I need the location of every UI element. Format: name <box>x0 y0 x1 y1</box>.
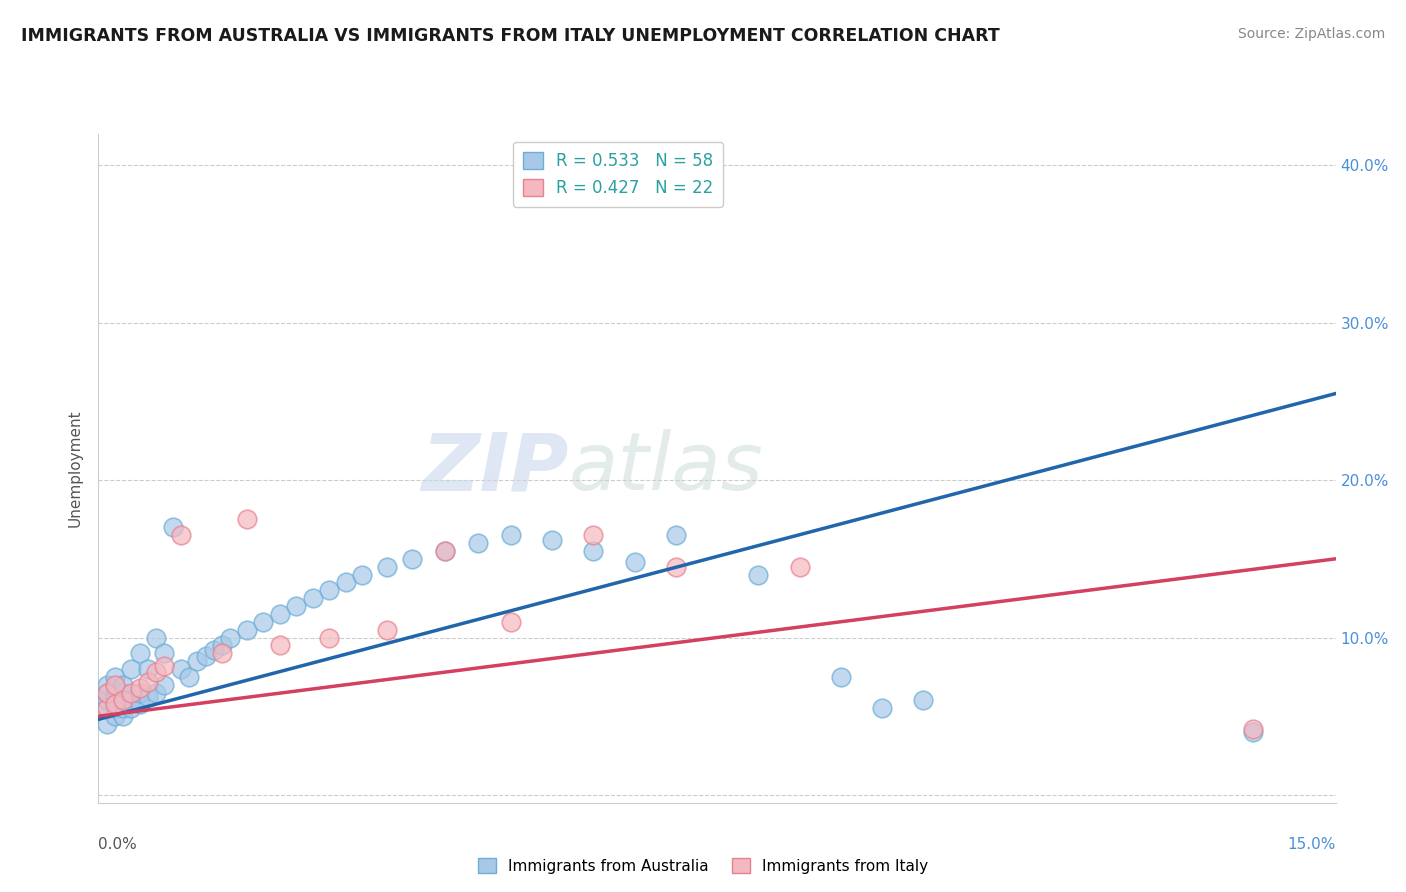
Point <box>302 591 325 606</box>
Point <box>352 567 374 582</box>
Point <box>96 717 118 731</box>
Point <box>96 685 118 699</box>
Point <box>665 559 688 574</box>
Point <box>252 615 274 629</box>
Point <box>96 701 118 715</box>
Point <box>335 575 357 590</box>
Y-axis label: Unemployment: Unemployment <box>67 409 83 527</box>
Point <box>870 701 893 715</box>
Point <box>96 678 118 692</box>
Point <box>112 678 135 692</box>
Point <box>145 665 167 680</box>
Point <box>112 709 135 723</box>
Point <box>433 544 456 558</box>
Point <box>153 646 176 660</box>
Point <box>318 631 340 645</box>
Point <box>582 528 605 542</box>
Point <box>541 533 564 547</box>
Point <box>128 685 150 699</box>
Point <box>120 701 142 715</box>
Point <box>162 520 184 534</box>
Text: 0.0%: 0.0% <box>98 838 138 853</box>
Point <box>112 701 135 715</box>
Point <box>285 599 308 613</box>
Point <box>145 685 167 699</box>
Point <box>433 544 456 558</box>
Text: Source: ZipAtlas.com: Source: ZipAtlas.com <box>1237 27 1385 41</box>
Point <box>104 701 127 715</box>
Point <box>170 662 193 676</box>
Point <box>582 544 605 558</box>
Point <box>236 623 259 637</box>
Legend: Immigrants from Australia, Immigrants from Italy: Immigrants from Australia, Immigrants fr… <box>471 852 935 880</box>
Point <box>499 615 522 629</box>
Point <box>104 690 127 705</box>
Point <box>96 701 118 715</box>
Text: 15.0%: 15.0% <box>1288 838 1336 853</box>
Text: atlas: atlas <box>568 429 763 508</box>
Point <box>170 528 193 542</box>
Point <box>236 512 259 526</box>
Text: ZIP: ZIP <box>422 429 568 508</box>
Point <box>269 607 291 621</box>
Point <box>912 693 935 707</box>
Point <box>104 697 127 711</box>
Point <box>112 693 135 707</box>
Point <box>145 631 167 645</box>
Point <box>499 528 522 542</box>
Point <box>104 678 127 692</box>
Point <box>211 646 233 660</box>
Point <box>128 681 150 695</box>
Point <box>665 528 688 542</box>
Point <box>104 709 127 723</box>
Point <box>128 646 150 660</box>
Point <box>96 685 118 699</box>
Point <box>120 693 142 707</box>
Point <box>269 639 291 653</box>
Point <box>747 567 769 582</box>
Point <box>219 631 242 645</box>
Point <box>153 678 176 692</box>
Point <box>1241 725 1264 739</box>
Text: IMMIGRANTS FROM AUSTRALIA VS IMMIGRANTS FROM ITALY UNEMPLOYMENT CORRELATION CHAR: IMMIGRANTS FROM AUSTRALIA VS IMMIGRANTS … <box>21 27 1000 45</box>
Point <box>401 551 423 566</box>
Point <box>375 623 398 637</box>
Point <box>467 536 489 550</box>
Point <box>104 697 127 711</box>
Point <box>128 697 150 711</box>
Point <box>136 674 159 689</box>
Point <box>136 662 159 676</box>
Point <box>120 685 142 699</box>
Point <box>104 670 127 684</box>
Point <box>211 639 233 653</box>
Point <box>136 690 159 705</box>
Point <box>830 670 852 684</box>
Point <box>375 559 398 574</box>
Point <box>202 643 225 657</box>
Point <box>1241 722 1264 736</box>
Point <box>194 649 217 664</box>
Point <box>153 658 176 673</box>
Point <box>104 681 127 695</box>
Point <box>120 662 142 676</box>
Point <box>179 670 201 684</box>
Point <box>186 654 208 668</box>
Point <box>623 555 645 569</box>
Point <box>96 693 118 707</box>
Point <box>112 693 135 707</box>
Legend: R = 0.533   N = 58, R = 0.427   N = 22: R = 0.533 N = 58, R = 0.427 N = 22 <box>513 142 723 207</box>
Point <box>789 559 811 574</box>
Point <box>112 685 135 699</box>
Point <box>318 583 340 598</box>
